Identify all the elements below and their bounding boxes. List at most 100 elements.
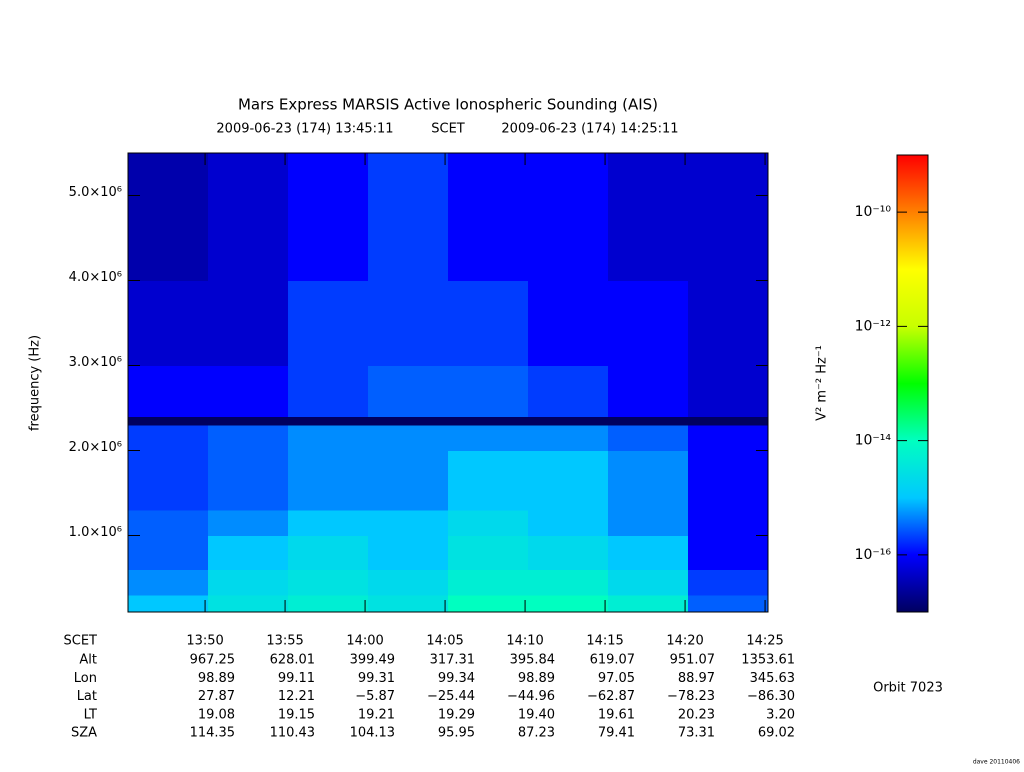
x-tick-label: 14:15 (586, 634, 623, 649)
heatmap-cell (608, 425, 689, 451)
heatmap-cell (368, 416, 449, 426)
heatmap-cell (608, 595, 689, 613)
table-cell: 69.02 (758, 726, 795, 741)
table-cell: 20.23 (678, 707, 715, 722)
heatmap-cell (528, 416, 609, 426)
x-tick-label: 14:25 (746, 634, 783, 649)
heatmap-cell (528, 535, 609, 570)
table-cell: 19.29 (438, 707, 475, 722)
heatmap-cell (528, 153, 609, 281)
heatmap-cell (448, 535, 529, 570)
table-cell: 88.97 (678, 671, 715, 686)
heatmap-cell (208, 450, 289, 511)
heatmap-cell (608, 280, 689, 366)
x-tick-label: 14:10 (506, 634, 543, 649)
heatmap-cell (528, 425, 609, 451)
heatmap-cell (448, 425, 529, 451)
heatmap-cell (128, 425, 209, 451)
table-cell: 73.31 (678, 726, 715, 741)
heatmap-cell (368, 280, 449, 366)
table-cell: −62.87 (587, 689, 635, 704)
heatmap-cell (608, 416, 689, 426)
heatmap-cell (208, 153, 289, 281)
table-cell: 3.20 (766, 707, 795, 722)
subtitle-end: 2009-06-23 (174) 14:25:11 (501, 122, 678, 137)
heatmap-cell (448, 280, 529, 366)
table-cell: 19.08 (198, 707, 235, 722)
heatmap-cell (448, 510, 529, 536)
heatmap-cell (448, 569, 529, 596)
heatmap-cell (528, 450, 609, 511)
heatmap-cell (208, 535, 289, 570)
heatmap-cell (368, 450, 449, 511)
heatmap-cell (128, 450, 209, 511)
heatmap-cell (608, 569, 689, 596)
heatmap-cell (208, 510, 289, 536)
x-tick-label: 13:50 (186, 634, 223, 649)
y-tick-label: 4.0×10⁶ (69, 270, 122, 285)
heatmap-cell (288, 153, 369, 281)
heatmap-cell (528, 595, 609, 613)
heatmap-cell (208, 416, 289, 426)
heatmap-cell (688, 450, 769, 511)
table-cell: 395.84 (510, 653, 556, 668)
heatmap-cell (208, 425, 289, 451)
table-cell: 99.11 (278, 671, 315, 686)
table-row-label: Alt (79, 653, 97, 668)
table-cell: 345.63 (750, 671, 796, 686)
table-row-label: Lon (74, 671, 97, 686)
heatmap-cell (608, 535, 689, 570)
table-cell: 98.89 (198, 671, 235, 686)
table-cell: 12.21 (278, 689, 315, 704)
heatmap-cell (608, 365, 689, 417)
colorbar (896, 154, 929, 613)
heatmap-cell (368, 535, 449, 570)
heatmap-cell (368, 153, 449, 281)
heatmap-cell (368, 595, 449, 613)
x-tick-label: 13:55 (266, 634, 303, 649)
colorbar-tick-label: 10⁻¹⁰ (855, 204, 892, 220)
heatmap-cell (288, 425, 369, 451)
heatmap-cell (368, 425, 449, 451)
table-row-label: Lat (77, 689, 97, 704)
colorbar-label: V² m⁻² Hz⁻¹ (815, 345, 830, 421)
table-cell: 98.89 (518, 671, 555, 686)
table-cell: −5.87 (355, 689, 395, 704)
table-row-label: LT (84, 707, 97, 722)
chart-title: Mars Express MARSIS Active Ionospheric S… (238, 96, 658, 114)
y-tick-label: 1.0×10⁶ (69, 525, 122, 540)
table-cell: −25.44 (427, 689, 475, 704)
heatmap-cell (688, 510, 769, 536)
credit: dave 20110406 (973, 759, 1020, 766)
table-cell: 19.40 (518, 707, 555, 722)
heatmap-cell (608, 450, 689, 511)
table-cell: 95.95 (438, 726, 475, 741)
table-cell: 967.25 (190, 653, 236, 668)
x-tick-label: 14:05 (426, 634, 463, 649)
heatmap-cell (688, 153, 769, 281)
heatmap-cell (288, 510, 369, 536)
table-cell: 87.23 (518, 726, 555, 741)
y-axis-label: frequency (Hz) (28, 335, 43, 431)
heatmap-cell (288, 450, 369, 511)
heatmap-cell (688, 569, 769, 596)
heatmap-cell (528, 365, 609, 417)
heatmap-cell (208, 280, 289, 366)
heatmap-cell (688, 280, 769, 366)
heatmap-cell (688, 365, 769, 417)
table-cell: 27.87 (198, 689, 235, 704)
orbit-label: Orbit 7023 (873, 681, 943, 696)
heatmap-cell (528, 510, 609, 536)
heatmap-cell (448, 450, 529, 511)
table-cell: 317.31 (430, 653, 476, 668)
heatmap-cell (128, 569, 209, 596)
heatmap-cell (608, 510, 689, 536)
y-tick-label: 5.0×10⁶ (69, 185, 122, 200)
heatmap-cell (288, 365, 369, 417)
heatmap-cell (288, 280, 369, 366)
heatmap-cell (208, 595, 289, 613)
heatmap-cell (288, 416, 369, 426)
heatmap-cell (688, 416, 769, 426)
table-cell: 79.41 (598, 726, 635, 741)
